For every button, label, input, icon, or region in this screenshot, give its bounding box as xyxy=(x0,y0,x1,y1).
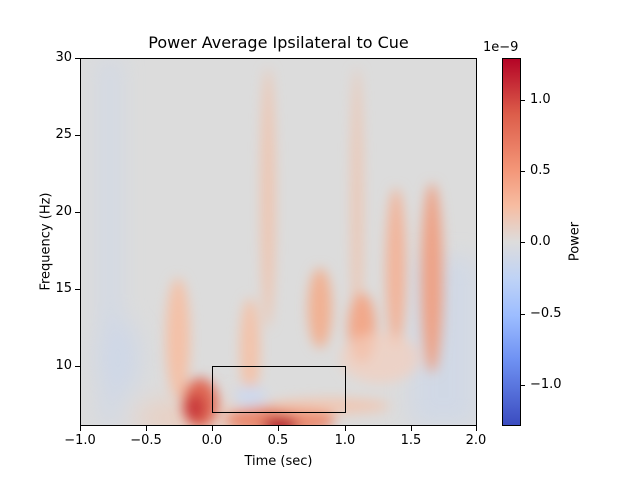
x-tick xyxy=(212,426,213,431)
x-tick xyxy=(411,426,412,431)
colorbar-tick-label: −1.0 xyxy=(530,377,562,392)
colorbar-tick xyxy=(521,171,525,172)
x-tick xyxy=(146,426,147,431)
x-tick-label: 1.0 xyxy=(334,433,356,448)
y-tick xyxy=(75,366,80,367)
colorbar-tick xyxy=(521,314,525,315)
y-tick xyxy=(75,212,80,213)
x-tick-label: 0.0 xyxy=(201,433,223,448)
heatmap-image xyxy=(96,58,477,426)
colorbar-tick-label: 0.0 xyxy=(530,234,551,249)
colorbar xyxy=(502,58,521,426)
y-tick-label: 25 xyxy=(55,127,72,142)
x-tick-label: 0.5 xyxy=(267,433,289,448)
x-tick xyxy=(80,426,81,431)
y-tick-label: 20 xyxy=(55,204,72,219)
colorbar-label: Power xyxy=(567,221,583,262)
roi-rectangle xyxy=(212,366,346,413)
x-tick-label: −1.0 xyxy=(64,433,96,448)
y-axis-label: Frequency (Hz) xyxy=(38,192,54,291)
x-tick xyxy=(278,426,279,431)
colorbar-tick xyxy=(521,242,525,243)
colorbar-exponent: 1e−9 xyxy=(483,40,519,55)
y-tick-label: 10 xyxy=(55,358,72,373)
x-axis-label: Time (sec) xyxy=(244,454,313,469)
colorbar-tick xyxy=(521,385,525,386)
heatmap-plot xyxy=(80,58,477,426)
x-tick-label: −0.5 xyxy=(130,433,162,448)
y-tick-label: 30 xyxy=(55,50,72,65)
y-tick xyxy=(75,135,80,136)
x-tick-label: 2.0 xyxy=(465,433,487,448)
colorbar-tick xyxy=(521,100,525,101)
colorbar-tick-label: −0.5 xyxy=(530,306,562,321)
chart-title: Power Average Ipsilateral to Cue xyxy=(148,33,409,52)
y-tick xyxy=(75,58,80,59)
colorbar-tick-label: 0.5 xyxy=(530,163,551,178)
y-tick-label: 15 xyxy=(55,281,72,296)
x-tick xyxy=(476,426,477,431)
colorbar-tick-label: 1.0 xyxy=(530,92,551,107)
y-tick xyxy=(75,289,80,290)
x-tick-label: 1.5 xyxy=(400,433,422,448)
x-tick xyxy=(345,426,346,431)
